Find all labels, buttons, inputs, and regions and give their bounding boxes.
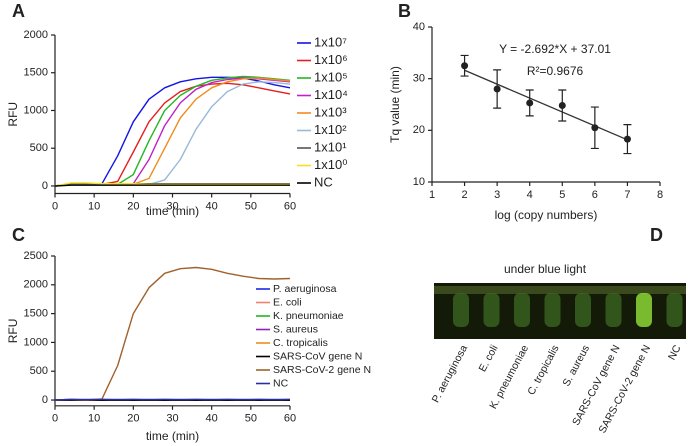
x-tick-label: 60 xyxy=(284,200,296,212)
x-tick-label: 8 xyxy=(657,189,663,201)
y-tick-label: 2000 xyxy=(24,279,48,291)
x-tick-label: 1 xyxy=(429,189,435,201)
y-tick-label: 500 xyxy=(30,142,48,154)
tube xyxy=(544,293,561,327)
x-axis-label: log (copy numbers) xyxy=(495,208,598,222)
y-tick-label: 1500 xyxy=(24,67,48,79)
y-tick-label: 500 xyxy=(30,365,48,377)
tube xyxy=(666,293,683,327)
x-tick-label: 60 xyxy=(284,413,296,425)
x-tick-label: 2 xyxy=(462,189,468,201)
x-axis-label: time (min) xyxy=(146,429,199,443)
legend-label: SARS-CoV gene N xyxy=(273,350,362,362)
y-tick-label: 2000 xyxy=(24,29,48,41)
legend-label: 1x10² xyxy=(314,122,347,137)
x-tick-label: 50 xyxy=(245,413,257,425)
x-tick-label: 0 xyxy=(52,200,58,212)
x-tick-label: 30 xyxy=(166,413,178,425)
x-tick-label: 7 xyxy=(624,189,630,201)
x-tick-label: 0 xyxy=(52,413,58,425)
panel-label: A xyxy=(12,1,25,21)
tube xyxy=(453,293,469,327)
x-tick-label: 4 xyxy=(527,189,533,201)
legend-label: 1x10³ xyxy=(314,104,347,119)
series-line xyxy=(54,398,290,401)
legend-label: NC xyxy=(314,174,333,189)
y-tick-label: 30 xyxy=(413,73,425,85)
tube xyxy=(575,293,591,327)
y-tick-label: 1500 xyxy=(24,308,48,320)
legend-label: C. tropicalis xyxy=(273,337,328,349)
point xyxy=(461,62,469,70)
x-tick-label: 10 xyxy=(88,413,100,425)
x-tick-label: 10 xyxy=(88,200,100,212)
tube-label: E. coli xyxy=(477,343,501,374)
tube-label: P. aeruginosa xyxy=(430,343,470,405)
x-tick-label: 40 xyxy=(206,200,218,212)
legend-label: 1x10¹ xyxy=(314,139,347,154)
x-tick-label: 3 xyxy=(494,189,500,201)
point xyxy=(623,135,631,143)
legend-label: 1x10⁵ xyxy=(314,69,348,84)
tube xyxy=(483,293,500,327)
x-tick-label: 6 xyxy=(592,189,598,201)
y-tick-label: 2500 xyxy=(24,250,48,262)
series-line xyxy=(54,184,290,187)
point xyxy=(526,99,534,107)
tube xyxy=(605,293,622,327)
x-tick-label: 20 xyxy=(127,200,139,212)
legend-label: 1x10⁷ xyxy=(314,34,347,49)
y-tick-label: 0 xyxy=(42,394,48,406)
x-tick-label: 5 xyxy=(559,189,565,201)
legend-label: 1x10⁴ xyxy=(314,87,348,102)
panel-label: B xyxy=(398,1,411,21)
photo-band xyxy=(434,286,686,294)
legend-label: P. aeruginosa xyxy=(273,283,337,295)
legend-label: SARS-CoV-2 gene N xyxy=(273,364,371,376)
tube xyxy=(514,293,530,327)
point xyxy=(558,102,566,110)
legend-label: 1x10⁶ xyxy=(314,52,348,67)
tube-label: NC xyxy=(666,343,684,362)
tube-label: S. aureus xyxy=(560,343,592,388)
fit-line xyxy=(464,69,628,141)
annotation: Y = -2.692*X + 37.01 xyxy=(499,42,611,56)
x-tick-label: 20 xyxy=(127,413,139,425)
legend-label: 1x10⁰ xyxy=(314,157,347,172)
y-axis-label: RFU xyxy=(6,319,20,344)
legend-label: K. pneumoniae xyxy=(273,310,344,322)
annotation: R²=0.9676 xyxy=(527,64,584,78)
panel-label: C xyxy=(12,225,25,245)
y-tick-label: 1000 xyxy=(24,336,48,348)
series-line xyxy=(54,182,290,187)
point xyxy=(591,124,599,132)
y-axis-label: RFU xyxy=(6,102,20,127)
panel-label: D xyxy=(650,225,663,245)
x-axis-label: time (min) xyxy=(146,204,199,218)
y-tick-label: 20 xyxy=(413,124,425,136)
y-tick-label: 10 xyxy=(413,176,425,188)
tube xyxy=(636,293,652,327)
y-tick-label: 0 xyxy=(42,180,48,192)
y-axis-label: Tq value (min) xyxy=(388,66,402,143)
legend-label: S. aureus xyxy=(273,323,318,335)
y-tick-label: 40 xyxy=(413,21,425,33)
image-title: under blue light xyxy=(504,262,587,276)
x-tick-label: 40 xyxy=(206,413,218,425)
x-tick-label: 30 xyxy=(166,200,178,212)
series-line xyxy=(54,266,291,401)
point xyxy=(493,85,501,93)
tube-label: C. tropicalis xyxy=(525,343,561,397)
legend-label: E. coli xyxy=(273,296,302,308)
y-tick-label: 1000 xyxy=(24,104,48,116)
legend-label: NC xyxy=(273,377,289,389)
x-tick-label: 50 xyxy=(245,200,257,212)
